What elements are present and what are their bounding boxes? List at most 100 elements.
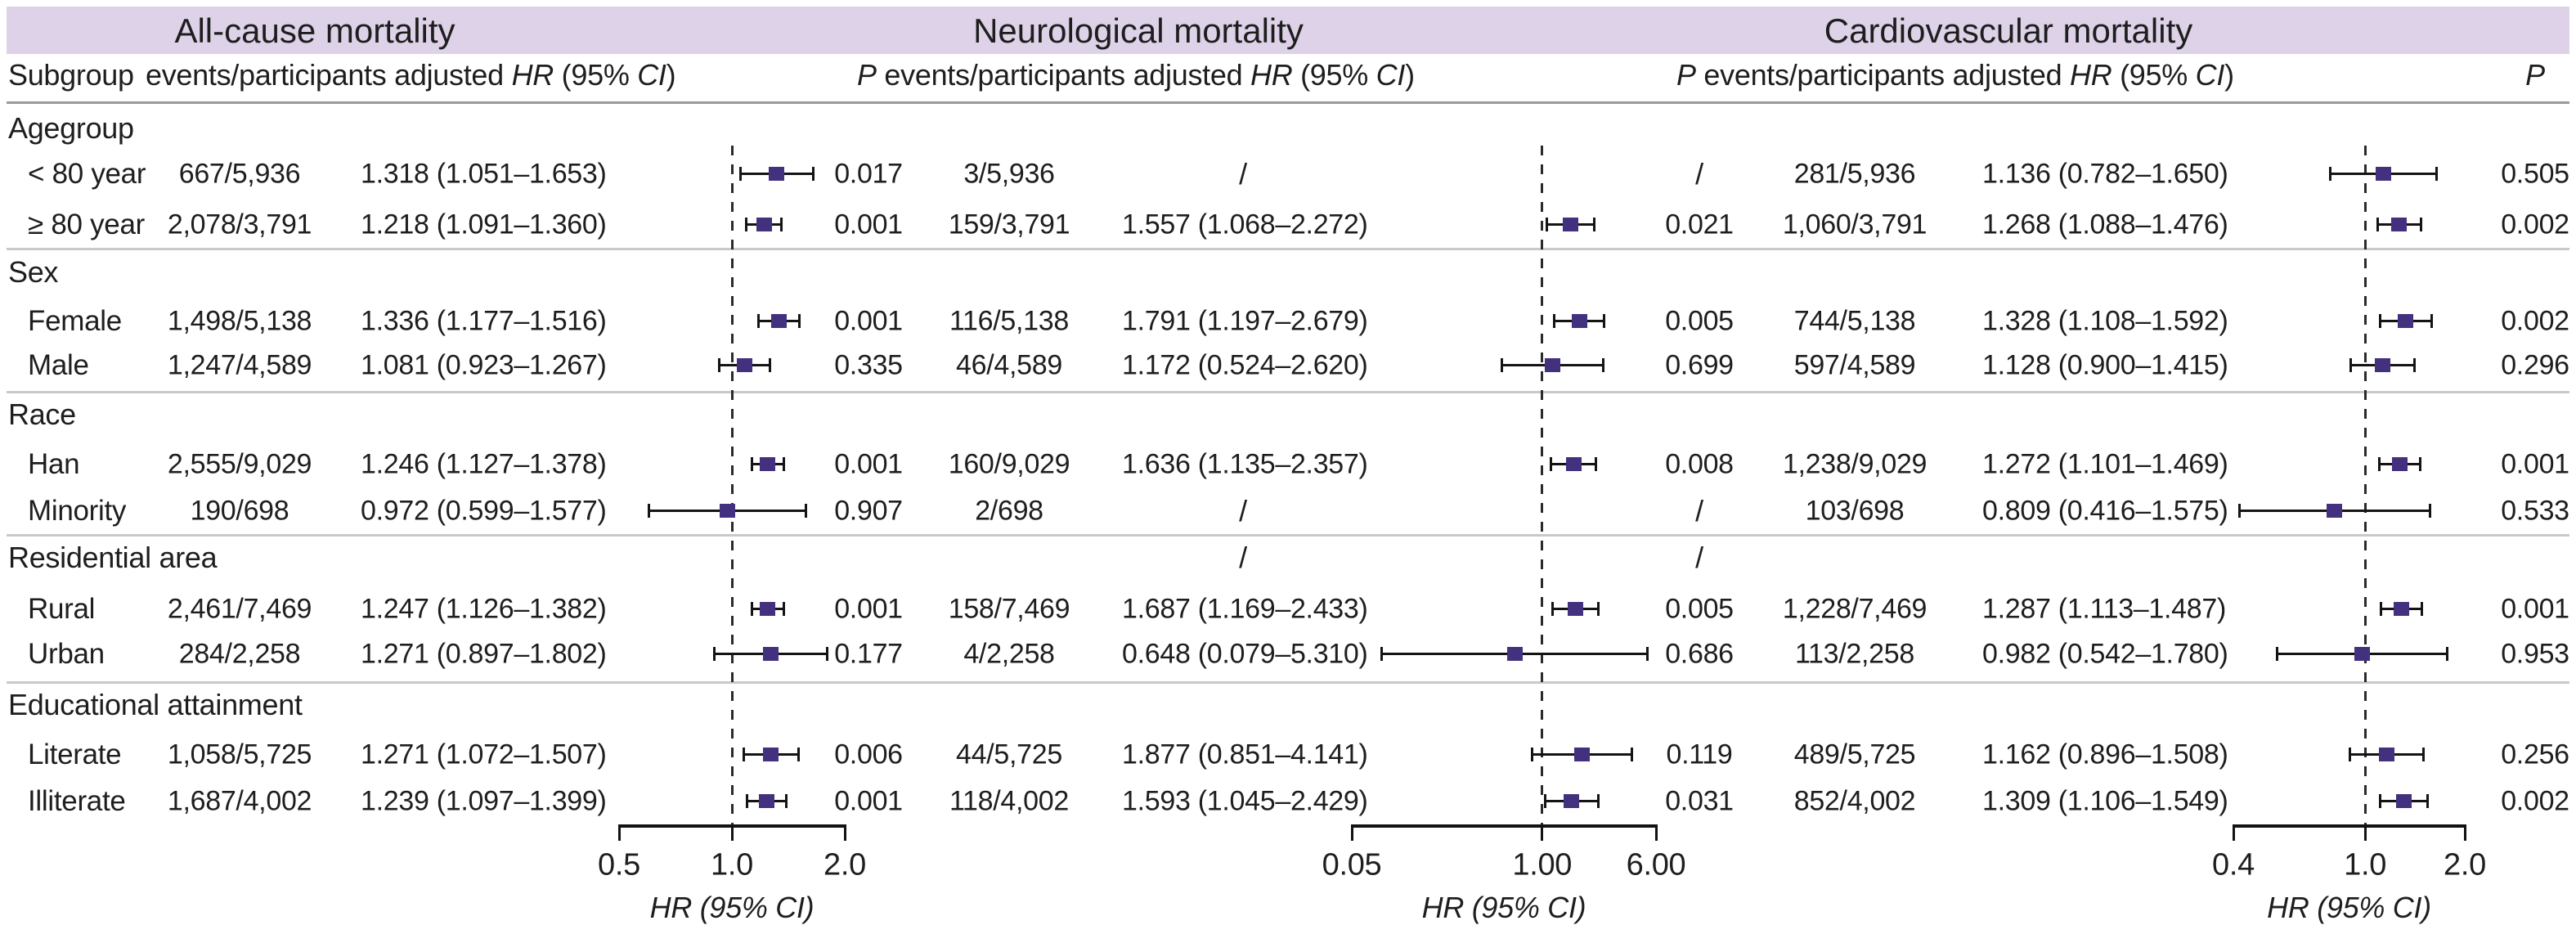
hr-point-marker — [2379, 748, 2394, 761]
p-value-cell: 0.907 — [834, 495, 903, 527]
hr-point-marker — [2374, 358, 2390, 372]
ci-cap-right — [2435, 167, 2439, 181]
hr-ci-cell: 1.218 (1.091–1.360) — [361, 209, 607, 240]
hr-ci-cell: 1.636 (1.135–2.357) — [1122, 448, 1368, 480]
hr-ci-cell: 1.318 (1.051–1.653) — [361, 158, 607, 190]
ci-header-abbrev: CI — [1376, 58, 1406, 92]
p-value-cell: 0.006 — [834, 739, 903, 770]
hr-ci-cell: 0.809 (0.416–1.575) — [1982, 495, 2228, 527]
reference-line-hr1 — [2363, 146, 2367, 824]
axis-tick-label: 1.00 — [1512, 847, 1573, 882]
axis-tick-label: 0.05 — [1322, 847, 1382, 882]
hr-ci-cell: 1.271 (0.897–1.802) — [361, 638, 607, 670]
axis-line — [1352, 824, 1656, 828]
row-label: Male — [28, 349, 89, 381]
hr-ci-cell: 0.982 (0.542–1.780) — [1982, 638, 2228, 670]
ci-cap-right — [2446, 647, 2449, 661]
ci-cap-right — [783, 602, 786, 616]
hr-ci-cell: 1.287 (1.113–1.487) — [1982, 593, 2227, 625]
ci-cap-left — [2378, 457, 2381, 471]
p-value-cell: 0.017 — [834, 158, 903, 190]
row-divider — [7, 534, 2569, 537]
ci-cap-right — [784, 794, 788, 808]
events-cell: 1,687/4,002 — [167, 785, 312, 817]
row-label: Han — [28, 448, 80, 480]
events-cell: 1,060/3,791 — [1782, 209, 1928, 240]
p-value-cell: 0.021 — [1665, 209, 1734, 240]
ci-cap-right — [1646, 647, 1649, 661]
hr-point-marker — [2391, 457, 2408, 471]
ci-cap-left — [750, 457, 753, 471]
row-divider — [7, 681, 2569, 684]
row-label: < 80 year — [28, 158, 146, 190]
hr-ci-cell: 1.247 (1.126–1.382) — [361, 593, 607, 625]
hr-point-marker — [760, 602, 776, 616]
hr-point-marker — [760, 457, 776, 471]
events-cell: 1,238/9,029 — [1782, 448, 1928, 480]
axis-tick-label: 0.4 — [2212, 847, 2255, 882]
hr-ci-cell: 1.328 (1.108–1.592) — [1982, 305, 2228, 337]
hr-ci-cell: 0.972 (0.599–1.577) — [361, 495, 607, 527]
p-value-cell: 0.335 — [834, 349, 903, 381]
hr-point-marker — [1565, 457, 1582, 471]
ci-cap-left — [745, 218, 748, 231]
hr-ci-cell: 1.136 (0.782–1.650) — [1982, 158, 2228, 190]
p-value-cell: 0.001 — [834, 305, 903, 337]
p-value-cell: 0.002 — [2501, 209, 2569, 240]
hr-ci-cell: 1.271 (1.072–1.507) — [361, 739, 607, 770]
p-value-cell: 0.001 — [834, 448, 903, 480]
p-value-cell: 0.177 — [834, 638, 903, 670]
p-value-cell: 0.953 — [2501, 638, 2569, 670]
axis-tick — [2363, 824, 2367, 841]
reference-line-hr1 — [1541, 146, 1544, 824]
p-value-cell: 0.533 — [2501, 495, 2569, 527]
events-cell: 1,247/4,589 — [167, 349, 312, 381]
events-cell: 852/4,002 — [1793, 785, 1916, 817]
ci-cap-left — [2379, 314, 2382, 328]
hr-point-marker — [1567, 602, 1583, 616]
p-value-cell: 0.505 — [2501, 158, 2569, 190]
events-cell: 744/5,138 — [1793, 305, 1916, 337]
ci-cap-left — [1552, 314, 1555, 328]
row-label: ≥ 80 year — [28, 209, 145, 240]
axis-tick-label: 0.5 — [598, 847, 640, 882]
ci-cap-right — [782, 457, 785, 471]
ci-cap-left — [1545, 218, 1548, 231]
p-value-cell: 0.699 — [1665, 349, 1734, 381]
hr-ci-cell: 1.268 (1.088–1.476) — [1982, 209, 2228, 240]
hr-header-abbrev: HR — [1250, 58, 1293, 92]
events-cell: 2,555/9,029 — [167, 448, 312, 480]
ci-cap-left — [718, 358, 721, 372]
group-label: Educational attainment — [8, 688, 303, 721]
ci-cap-left — [746, 794, 749, 808]
hr-point-marker — [769, 167, 785, 181]
ci-cap-right — [797, 314, 801, 328]
hr-point-marker — [2391, 218, 2408, 231]
p-value-cell: 0.256 — [2501, 739, 2569, 770]
p-value-cell: 0.001 — [834, 785, 903, 817]
axis-tick — [2232, 824, 2235, 841]
hr-ci-cell: 1.239 (1.097–1.399) — [361, 785, 607, 817]
row-label: Urban — [28, 638, 105, 670]
events-cell: 2/698 — [975, 495, 1043, 527]
events-cell: 281/5,936 — [1793, 158, 1916, 190]
hr-ci-cell: 1.791 (1.197–2.679) — [1122, 305, 1368, 337]
events-cell: 159/3,791 — [948, 209, 1070, 240]
events-cell: 160/9,029 — [948, 448, 1070, 480]
p-value-cell-missing: / — [1695, 541, 1703, 574]
hr-ci-cell: 1.336 (1.177–1.516) — [361, 305, 607, 337]
p-column-header: P — [857, 58, 877, 92]
hr-ci-cell: 0.648 (0.079–5.310) — [1122, 638, 1368, 670]
p-value-cell: 0.001 — [2501, 448, 2569, 480]
group-label: Residential area — [8, 541, 218, 574]
hr-point-marker — [2398, 314, 2414, 328]
hr-ci-cell: 1.272 (1.101–1.469) — [1982, 448, 2228, 480]
ci-cap-left — [1544, 794, 1547, 808]
row-divider — [7, 248, 2569, 250]
ci-cap-left — [2276, 647, 2279, 661]
hr-point-marker — [1506, 647, 1523, 661]
hr-point-marker — [756, 218, 772, 231]
ci-cap-left — [757, 314, 761, 328]
events-cell: 118/4,002 — [949, 785, 1070, 817]
axis-xlabel: HR (95% CI) — [2267, 891, 2431, 924]
